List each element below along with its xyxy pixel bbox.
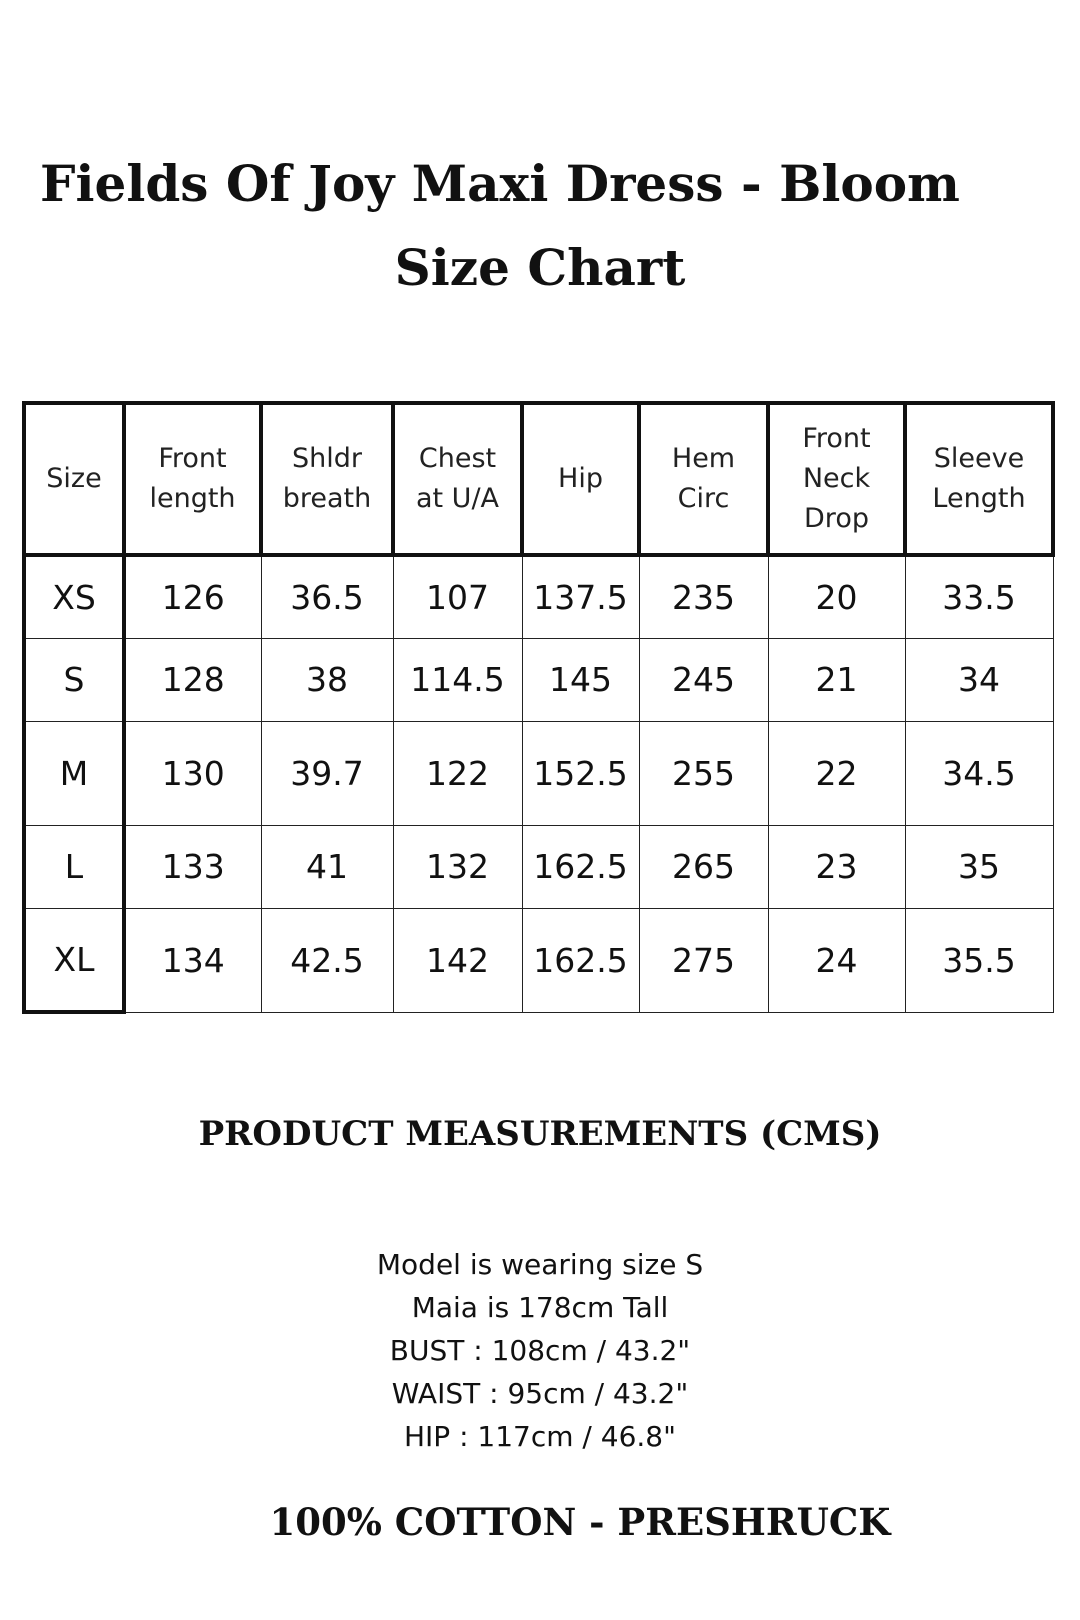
- measurement-cell: 145: [521, 637, 640, 722]
- column-header: Size: [22, 401, 126, 557]
- column-header-line: Front: [158, 443, 227, 474]
- model-note-line: Maia is 178cm Tall: [411, 1291, 669, 1324]
- measurement-cell: 128: [123, 637, 262, 722]
- column-header: Sleeve Length: [903, 401, 1055, 557]
- column-header-line: Neck: [802, 463, 871, 494]
- measurement-cell: 35: [904, 824, 1054, 909]
- column-header-line: Shldr: [292, 443, 362, 474]
- table-row: L 133 41 132 162.5 265 23 35: [22, 824, 1054, 909]
- measurement-cell: 142: [392, 907, 523, 1013]
- column-header: Shldr breath: [259, 401, 395, 557]
- measurement-cell: 114.5: [392, 637, 523, 722]
- column-header-line: Circ: [677, 483, 730, 514]
- model-note-line: WAIST : 95cm / 43.2": [391, 1377, 689, 1410]
- measurement-cell: 133: [123, 824, 262, 909]
- measurement-cell: 41: [260, 824, 394, 909]
- page-title: Fields Of Joy Maxi Dress - Bloom Size Ch…: [0, 142, 1080, 310]
- column-header: Front length: [122, 401, 263, 557]
- model-note-line: BUST : 108cm / 43.2": [389, 1334, 691, 1367]
- measurement-cell: 24: [767, 907, 906, 1013]
- column-header-line: length: [149, 483, 236, 514]
- column-header-line: Chest: [418, 443, 497, 474]
- model-note-line: Model is wearing size S: [376, 1248, 704, 1281]
- table-row: XS 126 36.5 107 137.5 235 20 33.5: [22, 554, 1054, 639]
- measurement-cell: 42.5: [260, 907, 394, 1013]
- measurement-cell: 235: [638, 554, 769, 639]
- column-header-line: Length: [932, 483, 1026, 514]
- size-cell: L: [22, 824, 126, 909]
- column-header-line: Drop: [804, 503, 869, 534]
- column-header-line: breath: [282, 483, 372, 514]
- measurement-cell: 35.5: [904, 907, 1054, 1013]
- measurement-cell: 245: [638, 637, 769, 722]
- measurement-cell: 23: [767, 824, 906, 909]
- size-chart-table: Size Front length Shldr breath Chest at U/A Hip…: [22, 401, 1055, 1014]
- column-header-line: Size: [46, 463, 102, 494]
- size-cell: XL: [22, 907, 126, 1014]
- column-header: Chest at U/A: [391, 401, 524, 557]
- measurement-cell: 34.5: [904, 720, 1054, 826]
- measurement-cell: 22: [767, 720, 906, 826]
- measurement-cell: 152.5: [521, 720, 640, 826]
- column-header-line: Hip: [558, 463, 603, 494]
- table-row: M 130 39.7 122 152.5 255 22 34.5: [22, 720, 1054, 826]
- column-header-line: Front: [802, 423, 871, 454]
- size-cell: M: [22, 720, 126, 826]
- model-notes: Model is wearing size S Maia is 178cm Tal…: [0, 1243, 1080, 1458]
- header-row: Size Front length Shldr breath Chest at U/A Hip…: [22, 401, 1055, 557]
- measurement-cell: 132: [392, 824, 523, 909]
- measurement-cell: 36.5: [260, 554, 394, 639]
- measurement-cell: 122: [392, 720, 523, 826]
- column-header-line: at U/A: [415, 483, 500, 514]
- table-row: XL 134 42.5 142 162.5 275 24 35.5: [22, 907, 1054, 1014]
- measurement-cell: 21: [767, 637, 906, 722]
- measurement-cell: 130: [123, 720, 262, 826]
- measurement-cell: 33.5: [904, 554, 1054, 639]
- measurement-cell: 275: [638, 907, 769, 1013]
- column-header: Front Neck Drop: [766, 401, 907, 557]
- measurement-cell: 20: [767, 554, 906, 639]
- measurement-cell: 107: [392, 554, 523, 639]
- measurement-cell: 162.5: [521, 824, 640, 909]
- measurement-cell: 255: [638, 720, 769, 826]
- measurement-cell: 265: [638, 824, 769, 909]
- measurement-cell: 34: [904, 637, 1054, 722]
- measurement-cell: 134: [123, 907, 262, 1013]
- measurement-cell: 126: [123, 554, 262, 639]
- fabric-note: 100% COTTON - PRESHRUCK: [269, 1500, 891, 1544]
- column-header-line: Hem: [671, 443, 736, 474]
- title-line-1: Fields Of Joy Maxi Dress - Bloom: [40, 154, 960, 213]
- column-header: Hem Circ: [637, 401, 770, 557]
- size-cell: S: [22, 637, 126, 722]
- column-header: Hip: [520, 401, 641, 557]
- measurement-cell: 39.7: [260, 720, 394, 826]
- table-row: S 128 38 114.5 145 245 21 34: [22, 637, 1054, 722]
- title-line-2: Size Chart: [394, 238, 686, 297]
- model-note-line: HIP : 117cm / 46.8": [403, 1420, 676, 1453]
- measurement-cell: 137.5: [521, 554, 640, 639]
- units-heading: PRODUCT MEASUREMENTS (CMS): [198, 1114, 882, 1154]
- measurement-cell: 162.5: [521, 907, 640, 1013]
- measurement-cell: 38: [260, 637, 394, 722]
- size-cell: XS: [22, 554, 126, 639]
- column-header-line: Sleeve: [933, 443, 1025, 474]
